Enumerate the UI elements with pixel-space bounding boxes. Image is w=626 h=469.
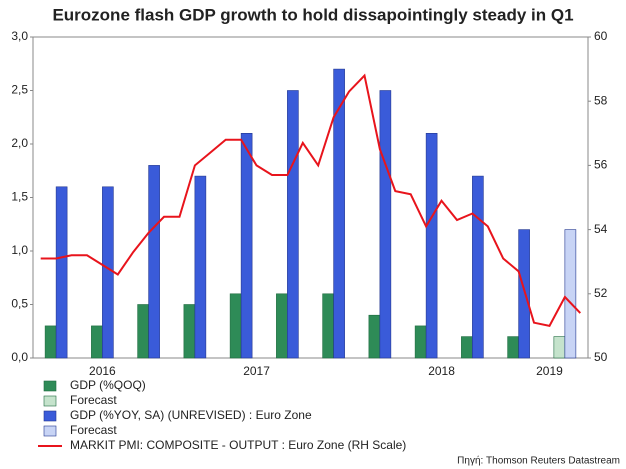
- bar: [148, 165, 160, 359]
- legend-swatch: [43, 395, 57, 407]
- bar: [553, 336, 566, 359]
- bar: [194, 175, 207, 359]
- bar: [137, 304, 149, 359]
- legend-label: Forecast: [70, 393, 117, 407]
- bar: [425, 133, 438, 359]
- y2-tick-label: 54: [594, 222, 608, 236]
- bar: [322, 293, 334, 359]
- y-tick-label: 3,0: [11, 29, 28, 43]
- source: Πηγή: Thomson Reuters Datastream: [457, 455, 620, 467]
- y2-tick-label: 50: [594, 350, 608, 364]
- bar: [276, 293, 288, 359]
- plot-frame: [32, 36, 589, 359]
- y-tick-label: 0,0: [11, 350, 28, 364]
- bar: [91, 325, 103, 359]
- bar: [44, 325, 57, 359]
- x-tick-label: 2016: [89, 364, 116, 378]
- line: [40, 73, 582, 328]
- x-tick-label: 2019: [536, 364, 563, 378]
- legend-label: GDP (%YOY, SA) (UNREVISED) : Euro Zone: [70, 408, 312, 422]
- bar: [414, 325, 427, 359]
- y2-tick-label: 52: [594, 286, 608, 300]
- bar: [564, 229, 577, 359]
- legend-label: GDP (%QOQ): [70, 378, 146, 392]
- bar: [461, 336, 473, 359]
- legend-swatch: [43, 380, 57, 392]
- bar: [518, 229, 530, 359]
- bar: [472, 175, 484, 359]
- y-tick-label: 0,5: [11, 297, 28, 311]
- y-tick-label: 1,0: [11, 243, 28, 257]
- y2-tick-label: 56: [594, 158, 608, 172]
- bar: [287, 90, 299, 359]
- y-tick-label: 1,5: [11, 190, 28, 204]
- bar: [333, 68, 345, 359]
- legend-label: Forecast: [70, 423, 117, 437]
- legend-label: MARKIT PMI: COMPOSITE - OUTPUT : Euro Zo…: [70, 438, 406, 452]
- y-tick-label: 2,5: [11, 83, 28, 97]
- legend-swatch: [43, 410, 57, 422]
- bar: [55, 186, 68, 359]
- legend-swatch: [43, 425, 57, 437]
- y-tick-label: 2,0: [11, 136, 28, 150]
- x-tick-label: 2017: [243, 364, 270, 378]
- bar: [183, 304, 196, 359]
- bar: [379, 90, 392, 359]
- bar: [507, 336, 519, 359]
- bar: [102, 186, 114, 359]
- bar: [368, 314, 381, 359]
- chart-title: Eurozone flash GDP growth to hold dissap…: [52, 5, 573, 24]
- y2-tick-label: 58: [594, 93, 608, 107]
- bar: [240, 133, 253, 359]
- bar: [229, 293, 242, 359]
- x-tick-label: 2018: [428, 364, 455, 378]
- y2-tick-label: 60: [594, 29, 608, 43]
